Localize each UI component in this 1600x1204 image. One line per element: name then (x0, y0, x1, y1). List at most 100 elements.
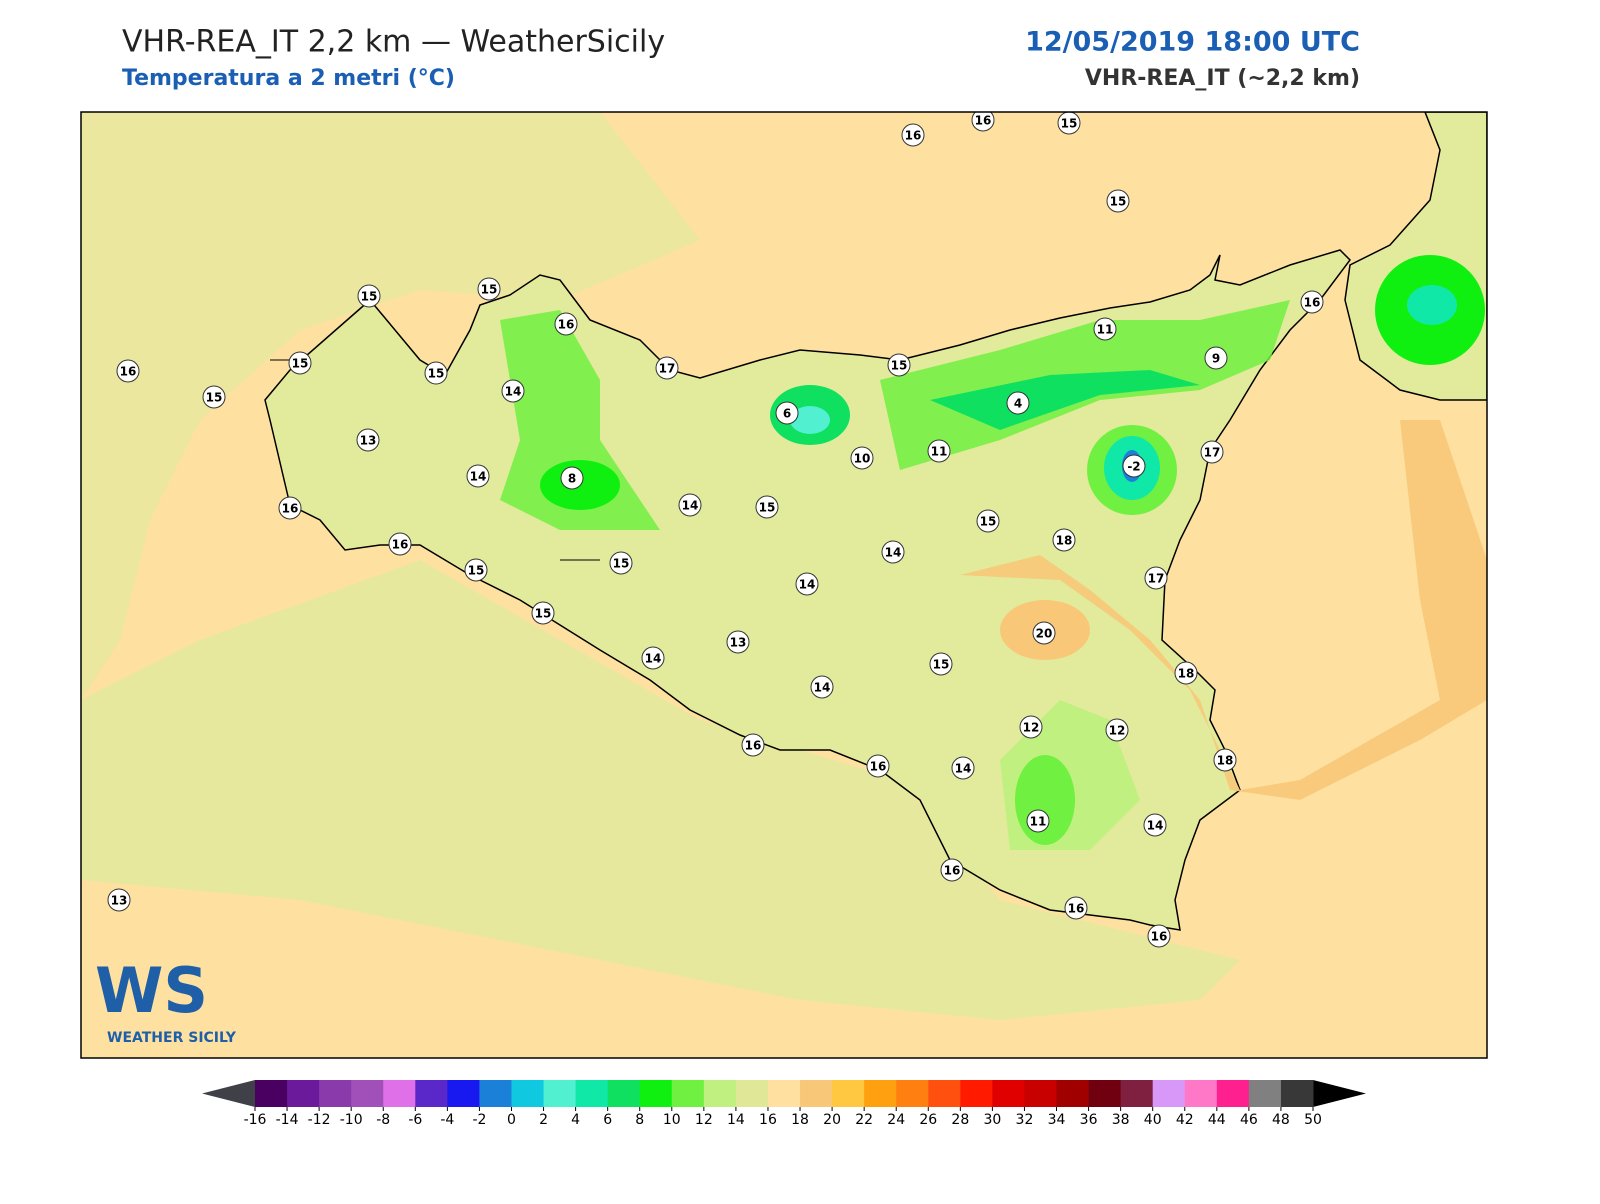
colorbar-tick-label: 12 (695, 1112, 713, 1128)
station: 13 (356, 428, 380, 452)
station-value: 14 (799, 578, 816, 592)
station-value: 16 (1151, 930, 1168, 944)
colorbar-tick-label: 36 (1080, 1112, 1098, 1128)
colorbar-tick-label: 30 (983, 1112, 1001, 1128)
station: 14 (881, 540, 905, 564)
station: 17 (655, 356, 679, 380)
colorbar-tick-label: 24 (887, 1112, 905, 1128)
station-marker (1200, 440, 1224, 464)
station-value: 17 (1204, 446, 1221, 460)
station-marker (1144, 566, 1168, 590)
station-marker (609, 551, 633, 575)
colorbar-segment (639, 1080, 673, 1107)
station-value: 16 (745, 739, 762, 753)
station: 16 (940, 858, 964, 882)
stations: 16 16 15 15 15 15 16 16 15 15 15 14 17 15 11 9 16 6 4 13 10 1… (107, 112, 1324, 948)
colorbar-tick-label: -12 (308, 1112, 331, 1128)
station: 15 (424, 361, 448, 385)
station: 11 (927, 439, 951, 463)
station-marker (795, 572, 819, 596)
colorbar-segment (447, 1080, 480, 1107)
colorbar-segment (864, 1080, 897, 1107)
colorbar-under (202, 1080, 255, 1107)
station-value: 16 (975, 114, 992, 128)
station-value: 15 (1110, 195, 1127, 209)
station: 15 (477, 277, 501, 301)
station-value: 15 (428, 367, 445, 381)
station-marker (1122, 454, 1146, 478)
station: 15 (531, 601, 555, 625)
colorbar-tick-label: 4 (571, 1112, 580, 1128)
station-value: 16 (1304, 296, 1321, 310)
station-value: 18 (1056, 534, 1073, 548)
station: 18 (1213, 748, 1237, 772)
cool-area (500, 310, 660, 530)
cool-area (930, 370, 1200, 430)
colorbar-tick-label: -4 (440, 1112, 454, 1128)
station: 13 (107, 888, 131, 912)
station: 14 (501, 379, 525, 403)
station-marker (424, 361, 448, 385)
station: 4 (1006, 391, 1030, 415)
station-marker (741, 733, 765, 757)
station-marker (887, 353, 911, 377)
colorbar-tick-label: -8 (376, 1112, 390, 1128)
colorbar-tick-label: 48 (1272, 1112, 1290, 1128)
station: 15 (929, 652, 953, 676)
station-marker (278, 496, 302, 520)
colorbar-tick-label: -2 (472, 1112, 486, 1128)
station: 15 (1057, 112, 1081, 135)
station: 16 (741, 733, 765, 757)
colorbar-segment (832, 1080, 865, 1107)
station-marker (1147, 924, 1171, 948)
colorbar-segment (1056, 1080, 1090, 1107)
station-value: 14 (885, 546, 902, 560)
station-value: 15 (361, 290, 378, 304)
colorbar-tick-label: 20 (823, 1112, 841, 1128)
station-marker (810, 675, 834, 699)
station-marker (901, 123, 925, 147)
station-marker (1064, 896, 1088, 920)
station-marker (1019, 715, 1043, 739)
station-marker (775, 401, 799, 425)
station: 11 (1093, 317, 1117, 341)
colorbar-segment (800, 1080, 833, 1107)
station-value: 15 (292, 357, 309, 371)
station-value: 11 (931, 445, 948, 459)
station-marker (881, 540, 905, 564)
station-value: 16 (870, 760, 887, 774)
station-marker (466, 464, 490, 488)
station-value: 8 (568, 472, 576, 486)
station: 18 (1052, 528, 1076, 552)
station: 10 (850, 446, 874, 470)
field (81, 560, 1240, 1020)
colorbar-segment (543, 1080, 577, 1107)
station-marker (501, 379, 525, 403)
colorbar-tick-label: -6 (408, 1112, 422, 1128)
station: 15 (202, 385, 226, 409)
station-marker (116, 359, 140, 383)
station-marker (1174, 661, 1198, 685)
station: 14 (1143, 813, 1167, 837)
colorbar-tick-label: 26 (919, 1112, 937, 1128)
station-marker (976, 509, 1000, 533)
station-marker (655, 356, 679, 380)
colorbar-tick-label: 32 (1016, 1112, 1034, 1128)
station: 14 (466, 464, 490, 488)
station-value: 11 (1097, 323, 1114, 337)
station-marker (531, 601, 555, 625)
colorbar-segment (767, 1080, 801, 1107)
colorbar-segment (287, 1080, 320, 1107)
colorbar-segment (1088, 1080, 1122, 1107)
station-value: 15 (481, 283, 498, 297)
colorbar-tick-label: 38 (1112, 1112, 1130, 1128)
station: 12 (1019, 715, 1043, 739)
station-marker (388, 532, 412, 556)
station-marker (971, 112, 995, 132)
station-value: -2 (1127, 460, 1140, 474)
station-marker (641, 646, 665, 670)
station-value: 12 (1109, 724, 1126, 738)
colorbar-segment (511, 1080, 545, 1107)
colorbar-tick-label: 16 (759, 1112, 777, 1128)
